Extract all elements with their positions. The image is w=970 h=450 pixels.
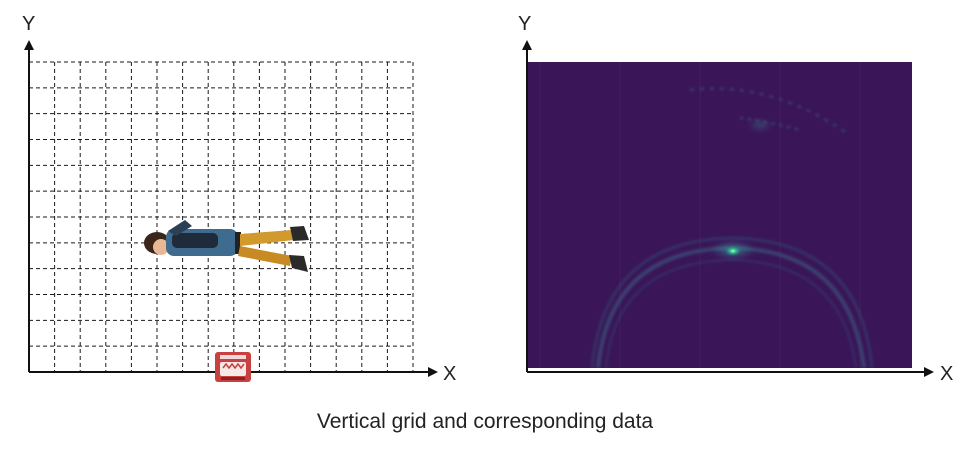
figure: Y X bbox=[22, 13, 953, 385]
left-y-axis-label: Y bbox=[22, 13, 35, 35]
figure-caption: Vertical grid and corresponding data bbox=[316, 410, 654, 433]
left-panel: Y X bbox=[22, 13, 456, 385]
person-lying-horizontal-icon bbox=[144, 220, 309, 272]
radar-heatmap bbox=[528, 62, 912, 368]
right-x-axis-label: X bbox=[940, 363, 953, 385]
heatmap-hotspot bbox=[725, 246, 741, 256]
left-x-axis-label: X bbox=[443, 363, 456, 385]
right-y-axis-label: Y bbox=[518, 13, 531, 35]
right-panel: Y X bbox=[518, 13, 953, 385]
radar-device-icon bbox=[215, 352, 251, 382]
dashed-grid bbox=[29, 61, 414, 372]
